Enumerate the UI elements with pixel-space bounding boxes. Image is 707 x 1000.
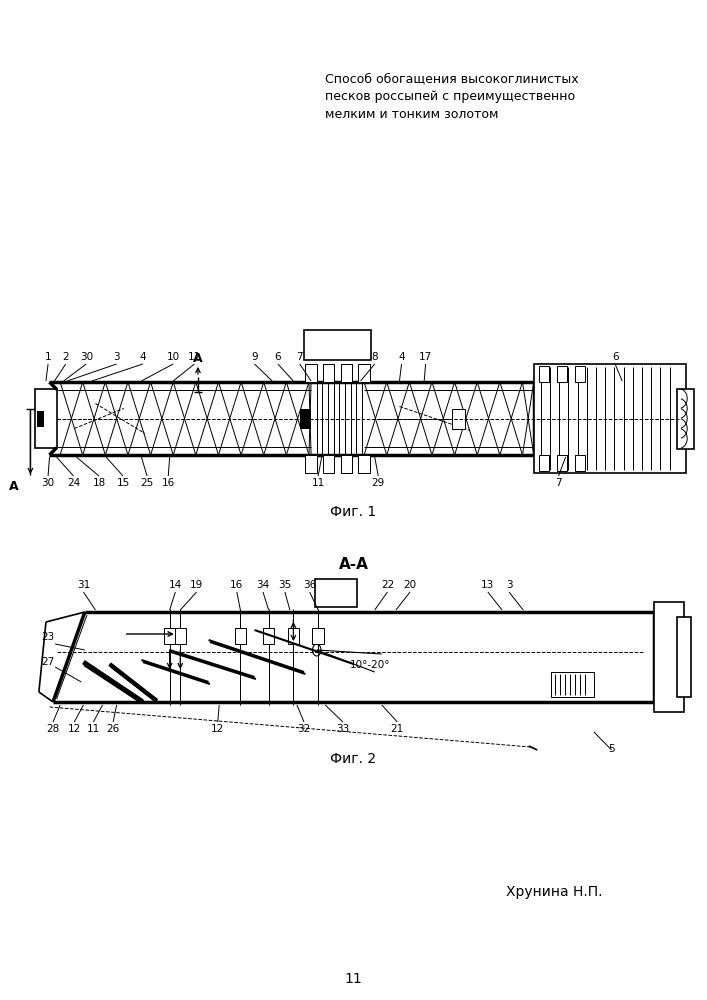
- Text: 30: 30: [42, 478, 54, 488]
- Text: 35: 35: [279, 580, 291, 590]
- Text: 7: 7: [555, 478, 562, 488]
- Bar: [452, 408, 465, 428]
- Text: 11: 11: [312, 478, 325, 488]
- Bar: [551, 672, 594, 697]
- Text: 24: 24: [67, 478, 80, 488]
- Text: мелким и тонким золотом: мелким и тонким золотом: [325, 108, 498, 121]
- Text: 11: 11: [188, 352, 201, 362]
- Bar: [263, 628, 274, 644]
- Text: Хрунина Н.П.: Хрунина Н.П.: [506, 885, 602, 899]
- Text: 10: 10: [167, 352, 180, 362]
- Text: 1: 1: [45, 352, 52, 362]
- Text: A: A: [193, 352, 203, 365]
- Bar: [557, 366, 567, 382]
- Bar: [300, 408, 311, 428]
- Text: 4: 4: [139, 352, 146, 362]
- Text: 5: 5: [608, 744, 615, 754]
- Text: 29: 29: [372, 478, 385, 488]
- Bar: [654, 602, 684, 712]
- Text: 23: 23: [41, 632, 54, 642]
- Text: Способ обогащения высокоглинистых: Способ обогащения высокоглинистых: [325, 72, 579, 85]
- Bar: [341, 455, 352, 473]
- Text: 19: 19: [190, 580, 203, 590]
- Text: 2: 2: [62, 352, 69, 362]
- Text: 14: 14: [169, 580, 182, 590]
- Text: 11: 11: [87, 724, 100, 734]
- Text: Фиг. 2: Фиг. 2: [330, 752, 377, 766]
- Text: 21: 21: [391, 724, 404, 734]
- Text: 16: 16: [230, 580, 243, 590]
- Bar: [341, 455, 352, 473]
- Text: 25: 25: [141, 478, 153, 488]
- Text: 32: 32: [298, 724, 310, 734]
- Bar: [304, 330, 371, 360]
- Bar: [358, 364, 370, 382]
- Text: 30: 30: [80, 352, 93, 362]
- Bar: [288, 628, 299, 644]
- Bar: [575, 366, 585, 382]
- Text: 20: 20: [404, 580, 416, 590]
- Text: 31: 31: [77, 580, 90, 590]
- Bar: [305, 455, 317, 473]
- Text: 34: 34: [257, 580, 269, 590]
- Text: 17: 17: [419, 352, 432, 362]
- Text: 8: 8: [371, 352, 378, 362]
- Text: песков россыпей с преимущественно: песков россыпей с преимущественно: [325, 90, 575, 103]
- Text: 16: 16: [162, 478, 175, 488]
- Text: 7: 7: [296, 352, 303, 362]
- Text: 12: 12: [68, 724, 81, 734]
- Text: 18: 18: [93, 478, 105, 488]
- Bar: [677, 388, 694, 448]
- Text: 27: 27: [41, 657, 54, 667]
- Text: 28: 28: [47, 724, 59, 734]
- Bar: [534, 364, 686, 473]
- Text: Фиг. 1: Фиг. 1: [330, 505, 377, 519]
- Bar: [341, 364, 352, 382]
- Text: 9: 9: [251, 352, 258, 362]
- Text: А-А: А-А: [339, 557, 368, 572]
- Text: 12: 12: [211, 724, 224, 734]
- Bar: [557, 455, 567, 471]
- Text: 6: 6: [612, 352, 619, 362]
- Text: 36: 36: [303, 580, 316, 590]
- Text: 6: 6: [274, 352, 281, 362]
- Bar: [575, 455, 585, 471]
- Text: 11: 11: [344, 972, 363, 986]
- Text: A: A: [9, 480, 19, 493]
- Bar: [539, 455, 549, 471]
- Text: 13: 13: [481, 580, 494, 590]
- Bar: [235, 628, 246, 644]
- Text: 22: 22: [381, 580, 394, 590]
- Bar: [35, 389, 57, 448]
- Text: 3: 3: [506, 580, 513, 590]
- Text: 3: 3: [113, 352, 120, 362]
- Bar: [539, 366, 549, 382]
- Bar: [315, 579, 357, 607]
- Bar: [323, 455, 334, 473]
- Bar: [312, 628, 324, 644]
- Bar: [37, 410, 44, 426]
- Bar: [175, 628, 186, 644]
- Bar: [305, 364, 317, 382]
- Text: 10°-20°: 10°-20°: [350, 660, 390, 670]
- Bar: [341, 364, 352, 382]
- Text: 4: 4: [398, 352, 405, 362]
- Text: 15: 15: [117, 478, 129, 488]
- Bar: [164, 628, 175, 644]
- Bar: [677, 617, 691, 697]
- Bar: [358, 455, 370, 473]
- Text: 33: 33: [337, 724, 349, 734]
- Text: 26: 26: [107, 724, 119, 734]
- Bar: [323, 364, 334, 382]
